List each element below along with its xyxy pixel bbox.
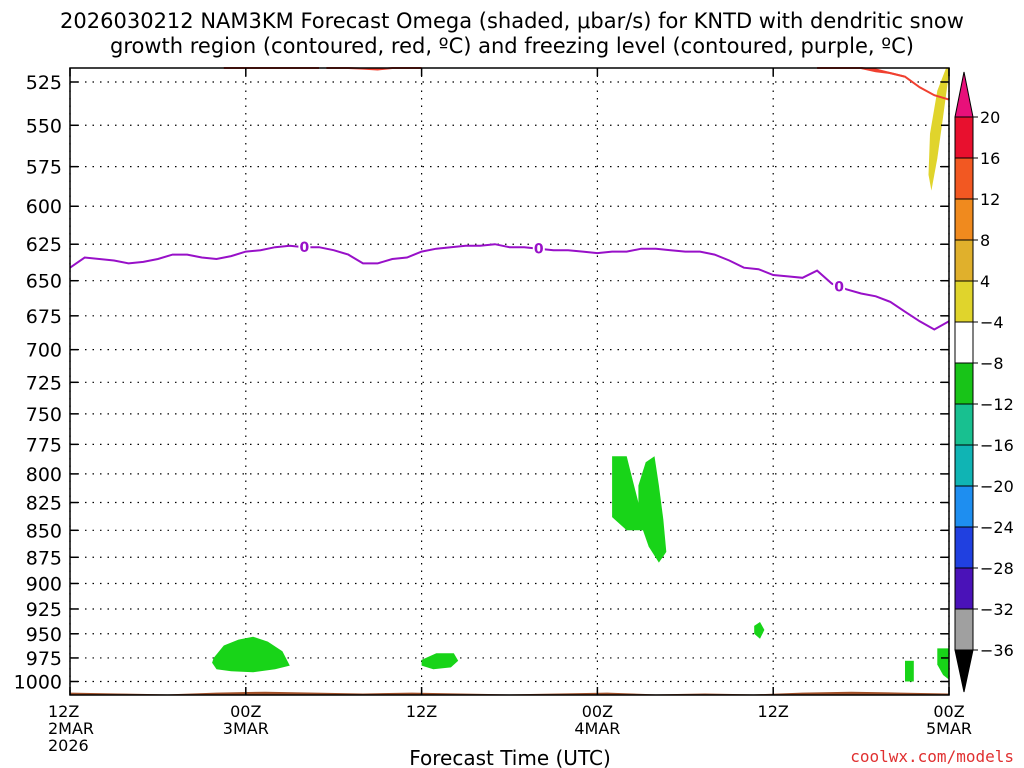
omega-region [937, 648, 949, 680]
colorbar-segment [954, 608, 974, 651]
colorbar-label: 8 [980, 231, 990, 250]
colorbar-bottom-arrow [954, 649, 974, 693]
grid-lines [69, 68, 950, 695]
y-tick-label: 725 [26, 372, 62, 394]
y-tick-label: 1000 [14, 672, 62, 694]
freezing-level-line [69, 243, 950, 331]
omega-region [928, 68, 949, 191]
y-tick-label: 975 [26, 648, 62, 670]
y-tick-label: 950 [26, 624, 62, 646]
colorbar-segment [954, 280, 974, 323]
colorbar-label: −20 [980, 477, 1014, 496]
y-tick-label: 850 [26, 520, 62, 542]
freezing-level-label: 0 [834, 279, 844, 295]
y-tick-label: 875 [26, 547, 62, 569]
colorbar-label: −8 [980, 354, 1004, 373]
credit-text: coolwx.com/models [850, 747, 1014, 766]
colorbar-label: 4 [980, 272, 990, 291]
y-tick-label: 575 [26, 157, 62, 179]
x-axis-label: Forecast Time (UTC) [409, 746, 611, 768]
y-tick-label: 800 [26, 464, 62, 486]
x-tick-label: 00Z [933, 702, 964, 721]
colorbar-segment [954, 321, 974, 364]
colorbar-label: −28 [980, 559, 1014, 578]
colorbar-label: −4 [980, 313, 1004, 332]
y-tick-label: 825 [26, 493, 62, 515]
omega-region [612, 456, 645, 531]
colorbar-segment [954, 362, 974, 405]
colorbar-top-arrow [954, 71, 974, 118]
chart-title-line-2: growth region (contoured, red, ºC) and f… [110, 34, 914, 58]
x-tick-label: 00Z [582, 702, 613, 721]
freezing-label-bg [833, 277, 846, 294]
colorbar-label: −16 [980, 436, 1014, 455]
chart-title-line-1: 2026030212 NAM3KM Forecast Omega (shaded… [60, 9, 964, 33]
colorbar-segment [954, 157, 974, 200]
x-tick-label: 3MAR [223, 719, 269, 738]
x-tick-label: 12Z [406, 702, 437, 721]
omega-region [421, 653, 459, 670]
omega-region [212, 636, 290, 673]
colorbar-segment [954, 239, 974, 282]
colorbar-label: 20 [980, 108, 1000, 127]
colorbar-label: 16 [980, 149, 1000, 168]
surface-terrain [70, 691, 949, 695]
omega-region [754, 622, 765, 639]
colorbar-segment [954, 526, 974, 569]
freezing-label-bg [298, 238, 311, 255]
y-tick-label: 775 [26, 434, 62, 456]
colorbar-label: −12 [980, 395, 1014, 414]
omega-region [905, 660, 914, 682]
colorbar-label: −36 [980, 641, 1014, 660]
y-tick-label: 700 [26, 340, 62, 362]
plot-frame [69, 67, 950, 696]
dgz-contour [839, 67, 950, 101]
x-tick-label: 12Z [48, 702, 79, 721]
surface-layer [70, 691, 949, 695]
x-tick-label: 4MAR [574, 719, 620, 738]
y-axis-ticks: 525 550 575 600 625 650 675 700 725 750 775 800 825 8… [14, 72, 949, 694]
freezing-level-label: 0 [534, 242, 544, 258]
y-tick-label: 675 [26, 306, 62, 328]
colorbar-label: −32 [980, 600, 1014, 619]
colorbar-segment [954, 198, 974, 241]
omega-shading [212, 68, 949, 682]
x-tick-label: 5MAR [926, 719, 972, 738]
freezing-level-contour: 0 0 0 [69, 238, 950, 331]
x-tick-label: 12Z [758, 702, 789, 721]
y-tick-label: 600 [26, 196, 62, 218]
freezing-level-label: 0 [300, 240, 310, 256]
x-tick-label: 2026 [48, 736, 89, 755]
y-tick-label: 900 [26, 573, 62, 595]
colorbar-label: 12 [980, 190, 1000, 209]
y-tick-label: 550 [26, 115, 62, 137]
x-tick-label: 00Z [230, 702, 261, 721]
y-tick-label: 525 [26, 72, 62, 94]
y-tick-label: 925 [26, 599, 62, 621]
colorbar-segment [954, 116, 974, 159]
colorbar-segment [954, 403, 974, 446]
omega-region [638, 456, 667, 563]
colorbar-segment [954, 485, 974, 528]
colorbar-label: −24 [980, 518, 1014, 537]
y-tick-label: 625 [26, 234, 62, 256]
colorbar-segment [954, 444, 974, 487]
freezing-label-bg [532, 239, 545, 256]
dgz-contour [817, 67, 906, 78]
colorbar: 20 16 12 8 4 −4 −8 −12 −16 −20 −24 −28 −32 −36 [954, 71, 1014, 693]
x-tick-label: 2MAR [48, 719, 94, 738]
dgz-contours [223, 67, 950, 101]
y-tick-label: 750 [26, 404, 62, 426]
y-tick-label: 650 [26, 271, 62, 293]
colorbar-segment [954, 567, 974, 610]
